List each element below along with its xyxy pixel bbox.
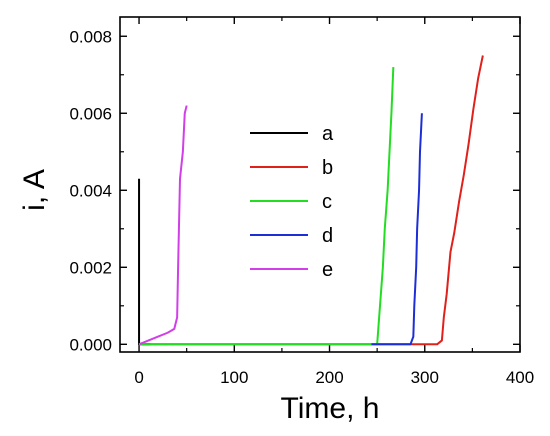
series-line-b	[139, 55, 484, 346]
series-layer	[138, 55, 484, 346]
legend-label-b: b	[322, 157, 333, 179]
y-axis-title: i, A	[18, 169, 51, 211]
axis-ticks: 0 100 200 300 400 0.000 0.002 0.004 0.006 0.008	[69, 17, 534, 387]
y-tick-label: 0.008	[69, 27, 112, 46]
series-line-a	[138, 178, 151, 346]
x-axis-title: Time, h	[281, 392, 380, 425]
x-tick-label: 400	[506, 368, 534, 387]
legend-label-e: e	[322, 259, 333, 281]
x-tick-label: 0	[134, 368, 143, 387]
y-tick-label: 0.004	[69, 181, 112, 200]
legend-label-c: c	[322, 191, 332, 213]
x-tick-label: 200	[315, 368, 343, 387]
legend-label-d: d	[322, 225, 333, 247]
y-tick-label: 0.000	[69, 335, 112, 354]
series-line-d	[371, 113, 423, 346]
x-tick-label: 100	[220, 368, 248, 387]
series-line-e	[138, 105, 188, 346]
legend-label-a: a	[322, 123, 334, 145]
plot-frame	[119, 16, 521, 353]
series-line-c	[139, 67, 395, 346]
y-tick-label: 0.002	[69, 258, 112, 277]
x-tick-label: 300	[411, 368, 439, 387]
y-tick-label: 0.006	[69, 104, 112, 123]
